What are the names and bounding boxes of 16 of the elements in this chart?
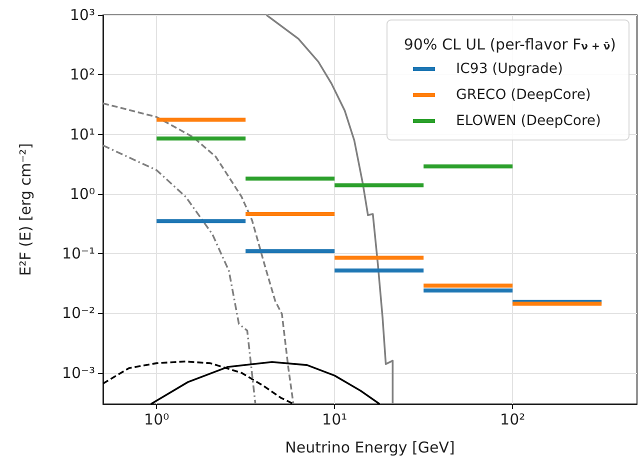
y-tick-label: 10⁻³ <box>62 364 95 382</box>
x-tick-label: 10⁰ <box>144 410 170 428</box>
y-tick-label: 10¹ <box>70 125 95 144</box>
x-axis-title: Neutrino Energy [GeV] <box>285 438 455 456</box>
y-axis-title: E²F (E) [erg cm⁻²] <box>16 143 34 276</box>
y-tick-label: 10⁰ <box>70 184 95 203</box>
y-tick-label: 10⁻¹ <box>62 244 95 263</box>
legend-label: IC93 (Upgrade) <box>456 61 563 77</box>
x-tick-label: 10¹ <box>322 410 348 428</box>
legend-title: 90% CL UL (per-flavor Fν + ν̄) <box>404 36 616 54</box>
legend-label: ELOWEN (DeepCore) <box>456 113 602 129</box>
legend-label: GRECO (DeepCore) <box>456 87 591 103</box>
y-tick-label: 10² <box>70 66 95 84</box>
y-tick-label: 10⁻² <box>62 304 95 322</box>
x-tick-label: 10² <box>500 410 526 428</box>
y-tick-label: 10³ <box>70 6 95 24</box>
